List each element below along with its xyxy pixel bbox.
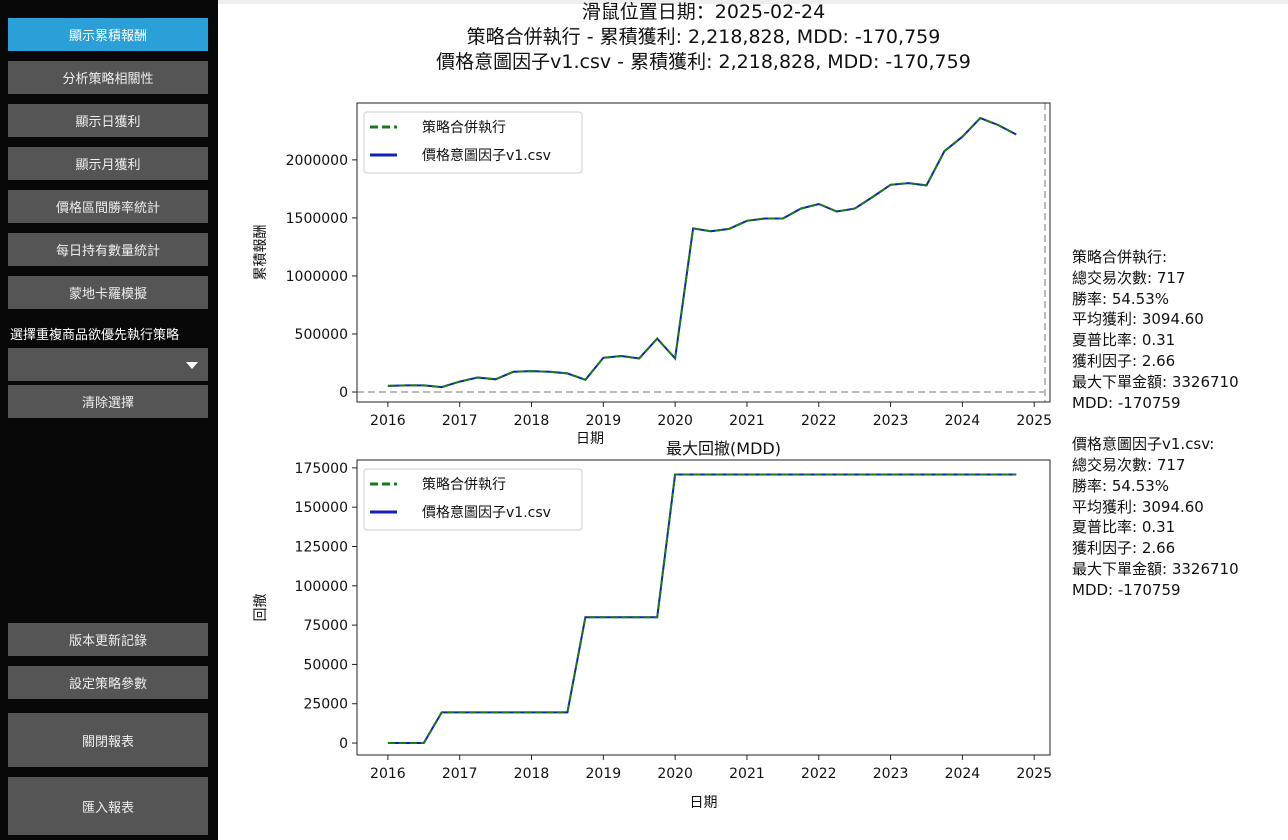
- stats-line: 獲利因子: 2.66: [1072, 351, 1176, 370]
- top-strip: [218, 0, 1288, 4]
- y-tick-label: 500000: [295, 327, 348, 343]
- stats-line: 勝率: 54.53%: [1072, 476, 1170, 495]
- show-cumulative-return-button[interactable]: 顯示累積報酬: [8, 18, 208, 51]
- x-tick-label: 2017: [442, 766, 478, 782]
- stats-line: 獲利因子: 2.66: [1072, 539, 1176, 558]
- x-tick-label: 2018: [514, 766, 550, 782]
- x-tick-label: 2022: [801, 413, 837, 429]
- stats-line: 平均獲利: 3094.60: [1072, 497, 1204, 516]
- dropdown-label: 選擇重複商品欲優先執行策略: [10, 328, 180, 343]
- stats-line: 勝率: 54.53%: [1072, 289, 1170, 308]
- legend-label: 策略合併執行: [422, 119, 506, 136]
- summary-line-combined: 策略合併執行 - 累積獲利: 2,218,828, MDD: -170,759: [466, 26, 941, 48]
- axes-frame: [356, 102, 1051, 403]
- y-tick-label: 1000000: [286, 269, 348, 285]
- stats-line: 總交易次數: 717: [1072, 268, 1186, 287]
- show-daily-profit-button[interactable]: 顯示日獲利: [8, 104, 208, 137]
- x-tick-label: 2025: [1016, 413, 1052, 429]
- clear-selection-button[interactable]: 清除選擇: [8, 385, 208, 418]
- stats-line: 夏普比率: 0.31: [1072, 331, 1176, 350]
- chart-2: 2016 2017 2018 2019 2020 2021 2022 2023 2024 2025…: [253, 439, 1052, 811]
- legend-label: 價格意圖因子v1.csv: [422, 147, 551, 164]
- series-line-1: [387, 116, 1017, 389]
- legend-box: [363, 468, 583, 531]
- stats-line: 總交易次數: 717: [1072, 455, 1186, 474]
- chart-title: 最大回撤(MDD): [666, 439, 781, 458]
- y-tick-label: 2000000: [286, 153, 348, 169]
- x-tick-label: 2017: [442, 413, 478, 429]
- mouse-date-label: 滑鼠位置日期：2025-02-24: [581, 1, 826, 23]
- x-axis-label: 日期: [576, 431, 604, 447]
- x-tick-label: 2019: [585, 413, 621, 429]
- y-tick-label: 1500000: [286, 211, 348, 227]
- summary-line-csv: 價格意圖因子v1.csv - 累積獲利: 2,218,828, MDD: -17…: [436, 51, 971, 73]
- stats-line: 最大下單金額: 3326710: [1072, 559, 1239, 578]
- x-tick-label: 2023: [873, 413, 909, 429]
- analyze-correlation-button[interactable]: 分析策略相關性: [8, 61, 208, 94]
- x-tick-label: 2023: [873, 766, 909, 782]
- y-tick-label: 125000: [295, 539, 348, 555]
- y-axis-label: 累積報酬: [253, 225, 269, 281]
- stats-header: 價格意圖因子v1.csv:: [1072, 435, 1215, 454]
- stats-header: 策略合併執行:: [1072, 248, 1168, 266]
- version-history-button[interactable]: 版本更新記錄: [8, 623, 208, 656]
- y-tick-label: 0: [339, 385, 348, 401]
- chart-1: 2016 2017 2018 2019 2020 2021 2022 2023 2024 2025…: [253, 102, 1052, 447]
- stats-line: 夏普比率: 0.31: [1072, 518, 1176, 537]
- y-axis-label: 回撤: [253, 594, 269, 622]
- x-tick-label: 2021: [729, 766, 765, 782]
- stats-line: 最大下單金額: 3326710: [1072, 372, 1239, 391]
- x-tick-label: 2018: [514, 413, 550, 429]
- stats-line: MDD: -170759: [1072, 393, 1181, 412]
- y-tick-label: 150000: [295, 500, 348, 516]
- x-tick-label: 2024: [945, 413, 981, 429]
- y-tick-label: 75000: [303, 618, 348, 634]
- x-tick-label: 2025: [1016, 766, 1052, 782]
- x-tick-label: 2016: [370, 766, 406, 782]
- x-axis-label: 日期: [690, 795, 718, 811]
- import-report-button[interactable]: 匯入報表: [8, 777, 208, 835]
- stats-panel: 策略合併執行: 總交易次數: 717 勝率: 54.53% 平均獲利: 3094.60…: [1072, 247, 1239, 601]
- y-tick-label: 175000: [295, 461, 348, 477]
- daily-holding-stats-button[interactable]: 每日持有數量統計: [8, 233, 208, 266]
- monte-carlo-button[interactable]: 蒙地卡羅模擬: [8, 276, 208, 309]
- x-tick-label: 2020: [657, 766, 693, 782]
- legend-box: [363, 111, 583, 174]
- stats-line: 平均獲利: 3094.60: [1072, 310, 1204, 329]
- y-tick-label: 100000: [295, 579, 348, 595]
- y-tick-label: 0: [339, 736, 348, 752]
- axes-frame: [356, 459, 1051, 756]
- chevron-down-icon: [186, 362, 198, 369]
- y-tick-label: 25000: [303, 697, 348, 713]
- legend-label: 策略合併執行: [422, 476, 506, 493]
- stats-line: MDD: -170759: [1072, 580, 1181, 599]
- x-tick-label: 2021: [729, 413, 765, 429]
- close-report-button[interactable]: 關閉報表: [8, 713, 208, 767]
- price-range-winrate-button[interactable]: 價格區間勝率統計: [8, 190, 208, 223]
- legend-label: 價格意圖因子v1.csv: [422, 504, 551, 521]
- x-tick-label: 2019: [585, 766, 621, 782]
- series-line-1: [387, 473, 1017, 744]
- x-tick-label: 2024: [945, 766, 981, 782]
- x-tick-label: 2022: [801, 766, 837, 782]
- sidebar: 顯示累積報酬 分析策略相關性 顯示日獲利 顯示月獲利 價格區間勝率統計 每日持有…: [0, 0, 218, 840]
- strategy-settings-button[interactable]: 設定策略參數: [8, 666, 208, 699]
- x-tick-label: 2016: [370, 413, 406, 429]
- priority-strategy-dropdown[interactable]: [8, 348, 208, 381]
- x-tick-label: 2020: [657, 413, 693, 429]
- y-tick-label: 50000: [303, 657, 348, 673]
- show-monthly-profit-button[interactable]: 顯示月獲利: [8, 147, 208, 180]
